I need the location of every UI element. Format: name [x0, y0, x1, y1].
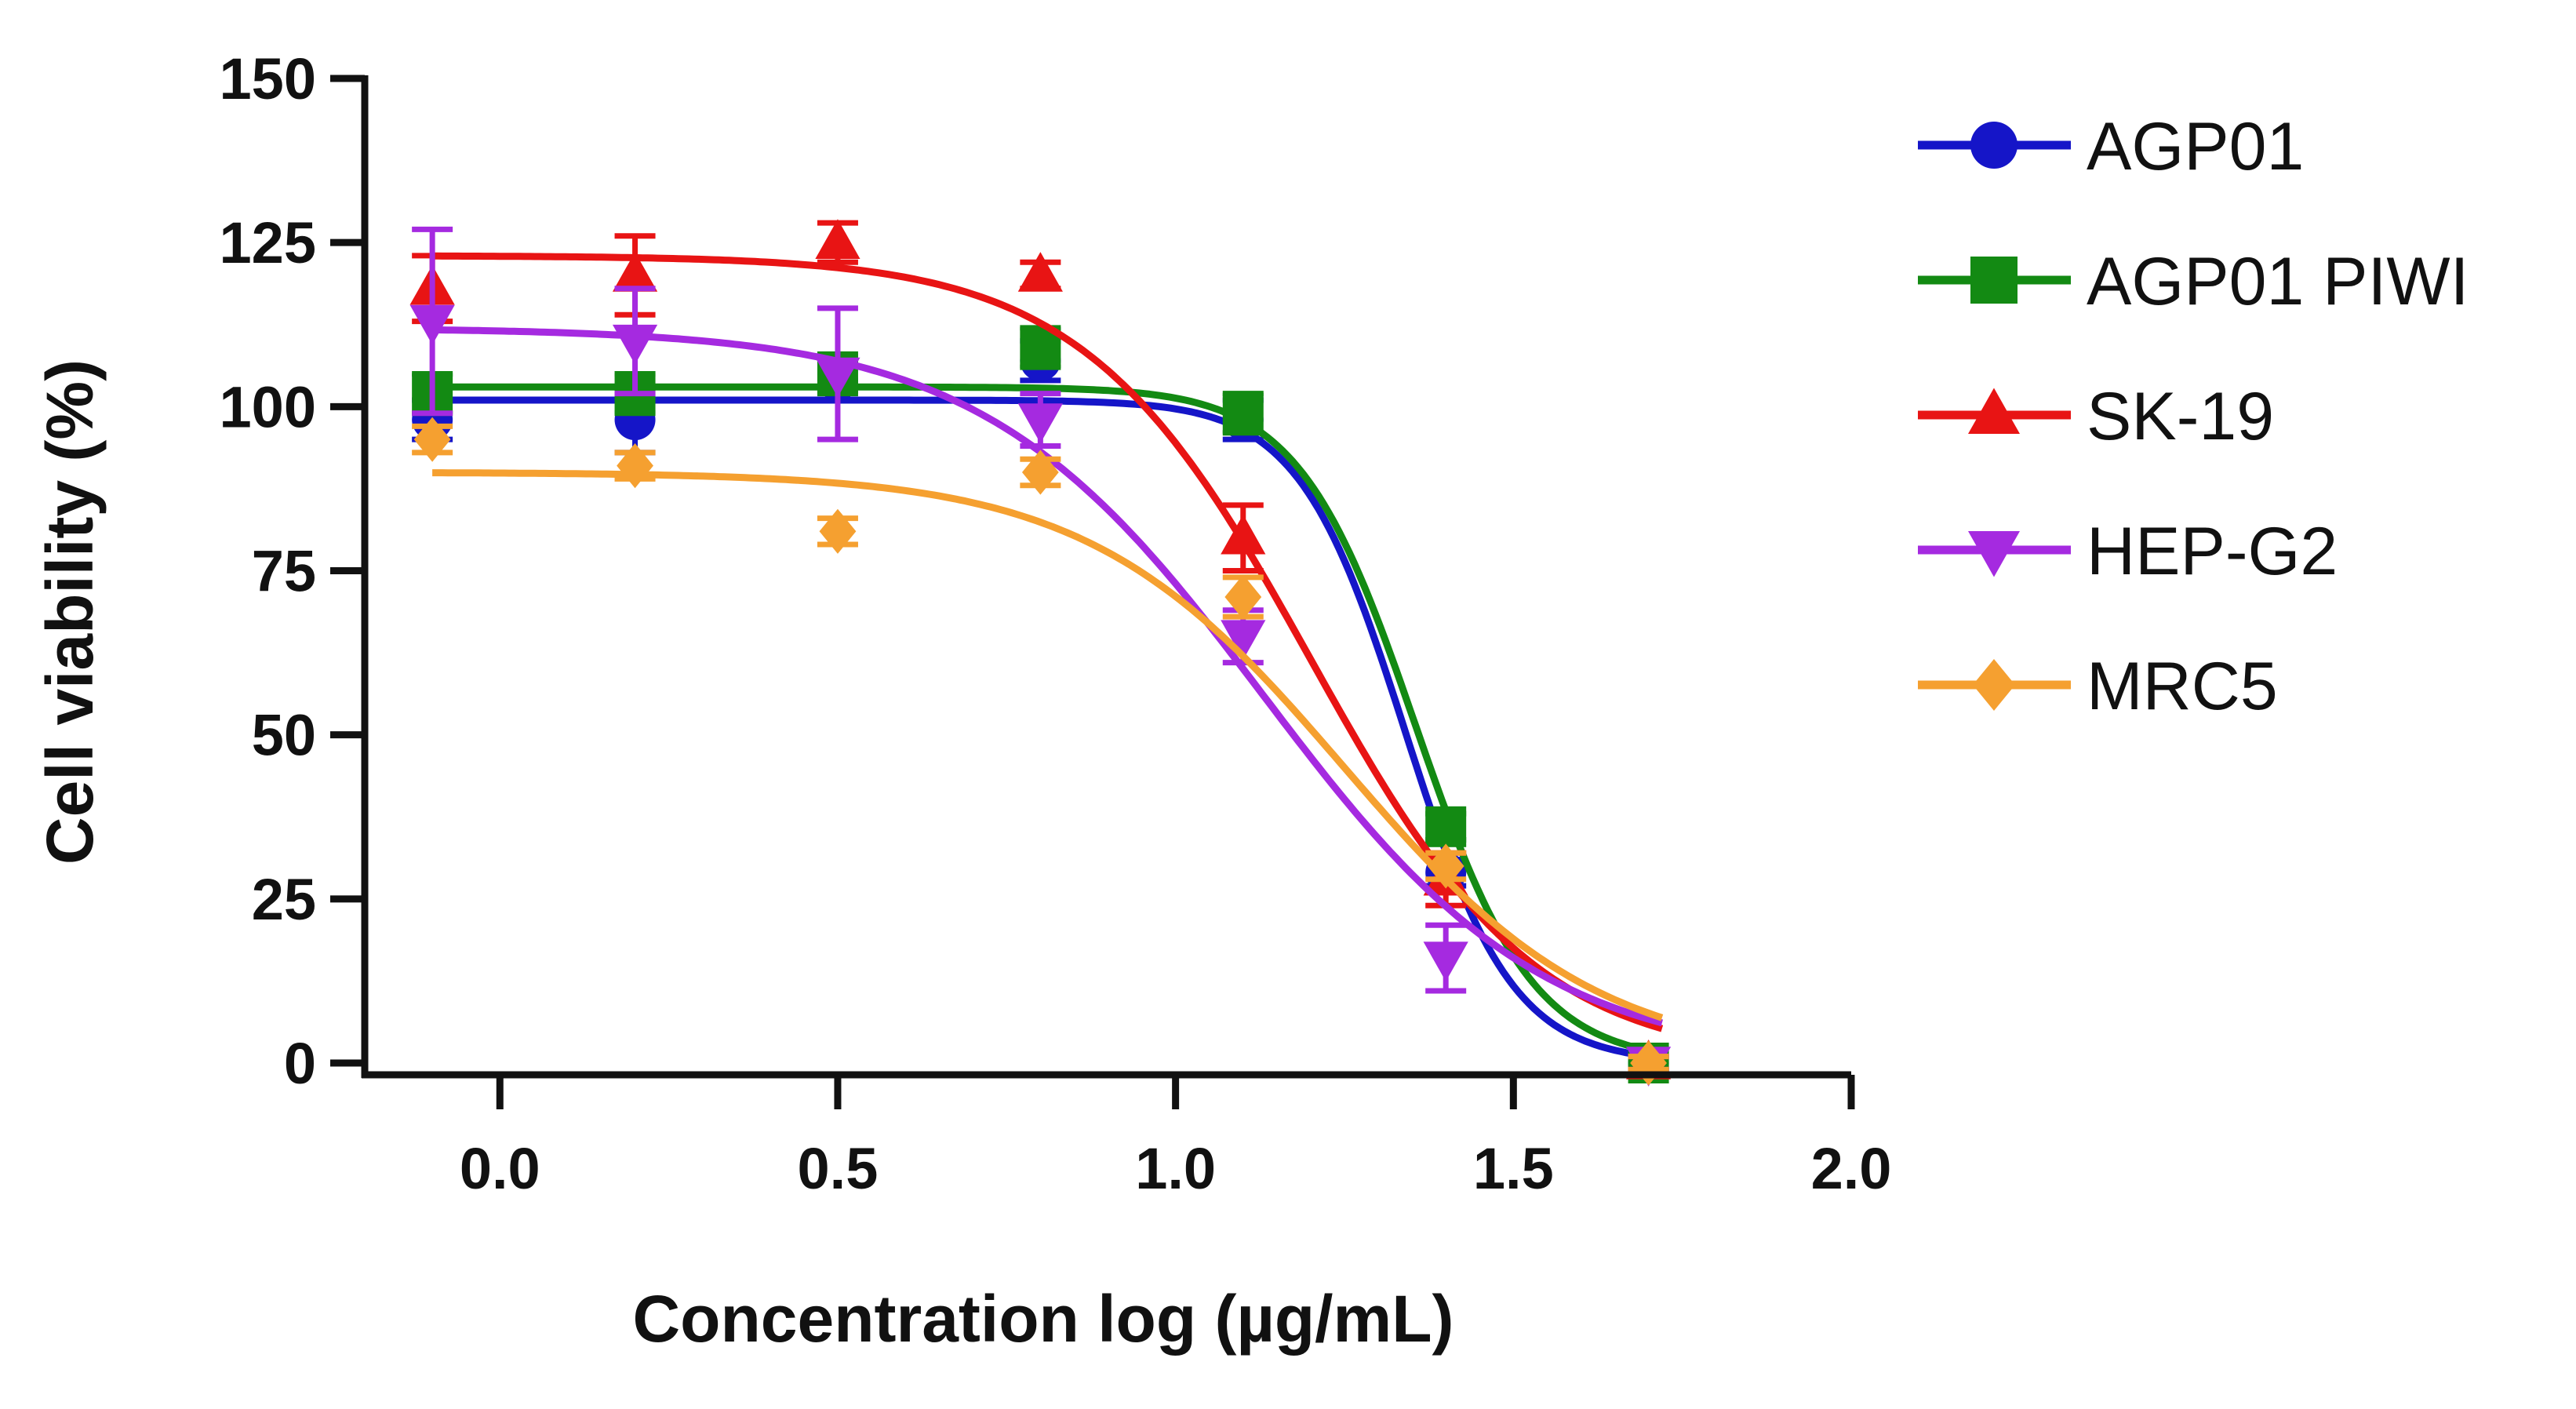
legend-label: SK-19	[2087, 379, 2274, 454]
axes: 0 25 50 75 100 125 150 0.0 0.5 1.0 1.5 2.0	[220, 46, 1892, 1201]
y-tick-label: 100	[220, 374, 316, 439]
data-point	[612, 324, 658, 365]
x-axis-ticks: 0.0 0.5 1.0 1.5 2.0	[460, 1075, 1892, 1201]
x-axis-title: Concentration log (µg/mL)	[633, 1282, 1454, 1356]
x-tick-label: 2.0	[1811, 1136, 1892, 1201]
data-point	[815, 219, 860, 259]
data-point	[413, 417, 451, 462]
legend: AGP01 AGP01 PIWI SK-19 HEP-G2 MRC5	[1918, 109, 2469, 724]
data-point	[819, 508, 857, 554]
legend-marker	[1968, 531, 2020, 577]
y-tick-label: 125	[220, 210, 316, 275]
fit-curve	[432, 396, 1663, 1061]
y-tick-label: 25	[252, 867, 316, 932]
y-tick-label: 50	[252, 703, 316, 768]
legend-label: AGP01	[2087, 109, 2304, 184]
data-point	[1221, 620, 1266, 661]
legend-item: MRC5	[1918, 649, 2278, 724]
series-mrc5	[412, 417, 1669, 1086]
y-tick-label: 0	[284, 1031, 316, 1096]
data-point	[1630, 1040, 1667, 1086]
data-point	[1423, 941, 1468, 982]
x-tick-label: 1.0	[1135, 1136, 1216, 1201]
data-point	[1425, 806, 1467, 847]
legend-item: HEP-G2	[1918, 514, 2338, 589]
legend-item: AGP01 PIWI	[1918, 244, 2469, 319]
legend-marker	[1970, 122, 2018, 169]
legend-item: AGP01	[1918, 109, 2304, 184]
data-point	[1221, 514, 1266, 555]
data-point	[815, 357, 860, 398]
legend-label: MRC5	[2087, 649, 2278, 724]
data-point	[612, 252, 658, 292]
x-tick-label: 1.5	[1473, 1136, 1554, 1201]
data-point	[1224, 574, 1262, 620]
x-tick-label: 0.0	[460, 1136, 540, 1201]
data-point	[1222, 392, 1264, 434]
legend-label: AGP01 PIWI	[2087, 244, 2469, 319]
legend-label: HEP-G2	[2087, 514, 2338, 589]
data-point	[1017, 252, 1063, 292]
data-point	[1427, 843, 1464, 889]
x-tick-label: 0.5	[798, 1136, 879, 1201]
y-tick-label: 150	[220, 46, 316, 111]
y-axis-title: Cell viability (%)	[33, 359, 107, 865]
legend-marker	[1973, 659, 2015, 711]
data-point	[1017, 403, 1063, 443]
y-tick-label: 75	[252, 539, 316, 604]
data-point	[617, 443, 653, 489]
plot-area	[409, 219, 1672, 1087]
legend-marker	[1970, 257, 2018, 304]
data-point	[1021, 450, 1059, 495]
data-point	[409, 304, 455, 345]
y-axis-ticks: 0 25 50 75 100 125 150	[220, 46, 365, 1096]
legend-marker	[1968, 388, 2020, 434]
legend-item: SK-19	[1918, 379, 2274, 454]
